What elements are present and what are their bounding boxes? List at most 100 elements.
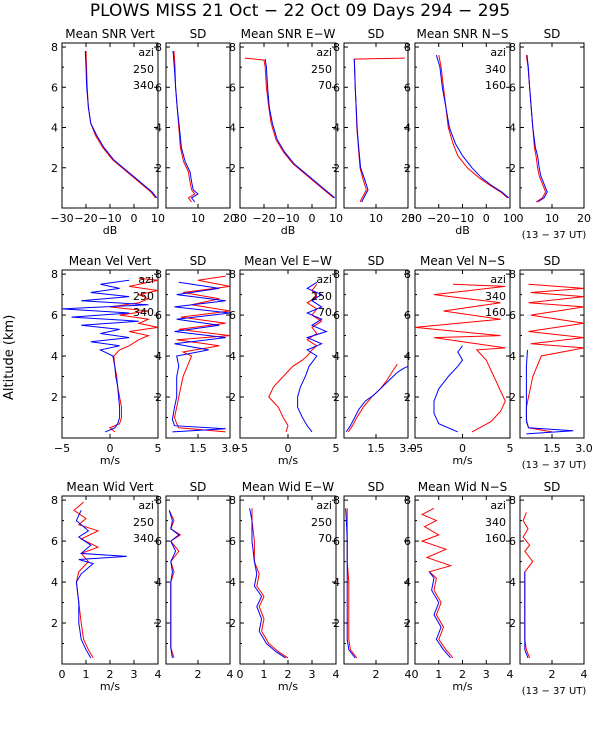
wid-ns-xtick-label: 4 (507, 668, 514, 681)
snr-ns-xtick-label: −10 (451, 212, 474, 225)
snr-ew-series-250 (244, 57, 334, 199)
wid-ew-xtick-label: 1 (261, 668, 268, 681)
vel-ns-sd-ytick-label: 2 (509, 391, 516, 404)
wid-ew-sd-xtick-label: 4 (405, 668, 412, 681)
wid-vert-sd-ytick-label: 8 (155, 494, 162, 507)
vel-ns-sd-xtick-label: 3.0 (575, 442, 593, 455)
snr-vert-legend-entry: 340 (133, 79, 154, 92)
vel-vert-legend-entry: 340 (133, 306, 154, 319)
vel-ns-sd-series-160 (525, 349, 574, 435)
wid-ew-sd-xtick-label: 2 (373, 668, 380, 681)
figure-title: PLOWS MISS 21 Oct − 22 Oct 09 Days 294 −… (89, 1, 511, 21)
vel-ew-sd-series-70 (345, 365, 409, 433)
wid-ns-ytick-label: 8 (404, 494, 411, 507)
vel-ew-sd-ytick-label: 8 (333, 268, 340, 281)
snr-vert-series-340 (84, 50, 158, 199)
wid-vert-sd-xtick-label: 4 (227, 668, 234, 681)
snr-vert-xtick-label: 0 (131, 212, 138, 225)
snr-ew-title: Mean SNR E−W (241, 27, 336, 41)
snr-ew-xtick-label: −10 (276, 212, 299, 225)
snr-ns-series-340 (438, 55, 508, 199)
wid-ns-sd-ytick-label: 8 (509, 494, 516, 507)
snr-vert-legend-entry: 250 (133, 63, 154, 76)
wid-vert-sd-ytick-label: 6 (155, 535, 162, 548)
wid-ew-sd-series-70 (345, 508, 356, 659)
wid-vert-sd-frame (165, 495, 231, 665)
wid-ew-xtick-label: 0 (237, 668, 244, 681)
vel-vert-sd-xtick-label: 1.5 (189, 442, 207, 455)
snr-ew-xtick-label: −20 (252, 212, 275, 225)
vel-vert-xtick-label: −5 (54, 442, 70, 455)
snr-vert-ytick-label: 8 (51, 41, 58, 54)
vel-ns-xtick-label: −5 (407, 442, 423, 455)
vel-ew-ytick-label: 6 (229, 309, 236, 322)
snr-ns-title: Mean SNR N−S (417, 27, 509, 41)
wid-vert-xtick-label: 4 (155, 668, 162, 681)
snr-vert-ytick-label: 2 (51, 162, 58, 175)
wid-ew-ytick-label: 8 (229, 494, 236, 507)
wid-vert-series-250 (73, 501, 100, 659)
snr-ns-sd-ytick-label: 2 (509, 162, 516, 175)
vel-ns-sd-title: SD (544, 254, 561, 268)
wid-ew-sd-title: SD (368, 480, 385, 494)
vel-ns-series-160 (433, 345, 464, 433)
vel-vert-sd-title: SD (190, 254, 207, 268)
snr-ns-legend-entry: 160 (485, 79, 506, 92)
vel-ns-sd-ytick-label: 8 (509, 268, 516, 281)
wid-ns-legend-header: azi (490, 499, 506, 512)
vel-vert-series-250 (109, 277, 159, 433)
wid-ew-sd-series-250 (346, 508, 358, 659)
wid-ns-sd-ytick-label: 2 (509, 617, 516, 630)
wid-vert-legend-header: azi (138, 499, 154, 512)
wid-ns-xtick-label: 0 (412, 668, 419, 681)
vel-vert-ytick-label: 8 (51, 268, 58, 281)
wid-vert-series-340 (75, 510, 127, 659)
vel-vert-sd-series-340 (171, 281, 231, 433)
wid-ew-sd-ytick-label: 2 (333, 617, 340, 630)
wid-ew-sd-frame (343, 495, 409, 665)
wid-ns-legend-entry: 160 (485, 532, 506, 545)
vel-vert-ytick-label: 2 (51, 391, 58, 404)
vel-ns-title: Mean Vel N−S (420, 254, 505, 268)
vel-vert-ytick-label: 4 (51, 350, 58, 363)
vel-vert-title: Mean Vel Vert (69, 254, 152, 268)
snr-ns-sd-series-160 (526, 55, 548, 203)
snr-vert-sd-xtick-label: 10 (191, 212, 205, 225)
wid-ns-xtick-label: 3 (483, 668, 490, 681)
wid-ns-legend-entry: 340 (485, 516, 506, 529)
snr-ew-sd-ytick-label: 4 (333, 122, 340, 135)
snr-ns-sd-time-note: (13 − 37 UT) (522, 230, 587, 241)
vel-ns-legend-entry: 160 (485, 306, 506, 319)
vel-ns-sd-series-340 (525, 283, 585, 433)
vel-ew-sd-ytick-label: 6 (333, 309, 340, 322)
snr-ns-sd-xtick-label: 0 (517, 212, 524, 225)
vel-vert-series-340 (61, 279, 149, 433)
wid-vert-ytick-label: 8 (51, 494, 58, 507)
vel-vert-sd-ytick-label: 4 (155, 350, 162, 363)
vel-vert-sd-ytick-label: 8 (155, 268, 162, 281)
vel-ns-ytick-label: 8 (404, 268, 411, 281)
snr-vert-ytick-label: 6 (51, 81, 58, 94)
vel-ns-sd-ytick-label: 6 (509, 309, 516, 322)
wid-ew-xtick-label: 3 (309, 668, 316, 681)
wid-ns-sd-ytick-label: 6 (509, 535, 516, 548)
wid-ew-sd-ytick-label: 6 (333, 535, 340, 548)
wid-ew-ytick-label: 6 (229, 535, 236, 548)
wid-vert-ytick-label: 2 (51, 617, 58, 630)
wid-vert-legend-entry: 250 (133, 516, 154, 529)
snr-ns-sd-ytick-label: 6 (509, 81, 516, 94)
snr-ew-ytick-label: 6 (229, 81, 236, 94)
snr-ew-legend-header: azi (316, 46, 332, 59)
snr-ns-legend-header: azi (490, 46, 506, 59)
snr-ns-xtick-label: 30 (408, 212, 422, 225)
vel-ew-xtick-label: 0 (285, 442, 292, 455)
wid-vert-ytick-label: 4 (51, 576, 58, 589)
wid-ns-xtick-label: 2 (459, 668, 466, 681)
wid-vert-sd-xtick-label: 2 (195, 668, 202, 681)
wid-ew-sd-ytick-label: 4 (333, 576, 340, 589)
vel-vert-sd-xtick-label: 3.0 (221, 442, 239, 455)
snr-ew-sd-ytick-label: 2 (333, 162, 340, 175)
wid-ew-series-250 (251, 508, 289, 659)
vel-vert-xtick-label: 0 (107, 442, 114, 455)
vel-ns-xtick-label: 5 (507, 442, 514, 455)
